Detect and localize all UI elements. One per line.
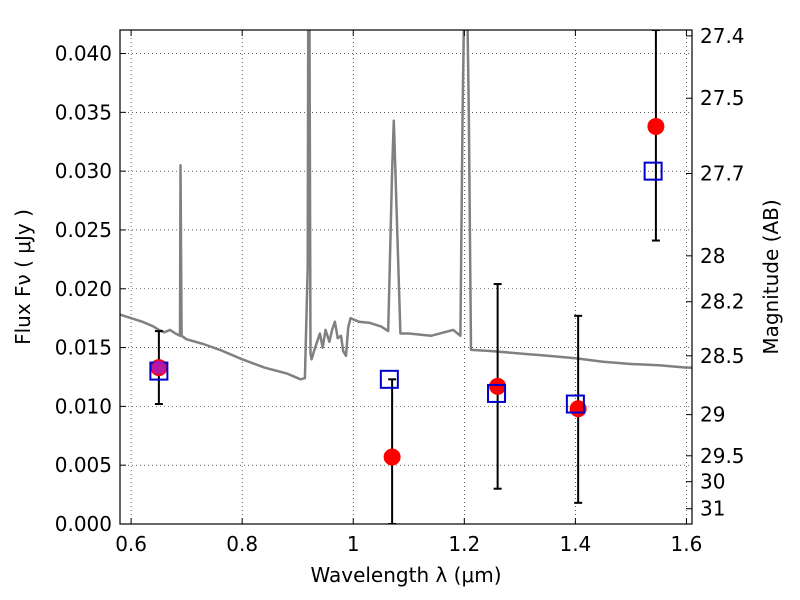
plot-clip-group: [120, 30, 692, 524]
y-tick-label: 0.025: [55, 218, 112, 242]
y-tick-label: 0.040: [55, 42, 112, 66]
model-flux-square: [487, 383, 507, 403]
y2-tick-label: 28: [700, 244, 725, 268]
overlap-point-tint: [151, 360, 166, 375]
y2-tick-label: 27.7: [700, 161, 745, 185]
y2-tick-label: 29: [700, 403, 725, 427]
y2-tick-label: 28.2: [700, 290, 745, 314]
plot-area: [120, 30, 692, 524]
x-axis-label: Wavelength λ (μm): [310, 563, 501, 587]
grid: [120, 30, 692, 525]
y2-tick-label: 27.4: [700, 24, 745, 48]
x-tick-label: 0.8: [226, 532, 258, 556]
y2-tick-label: 28.5: [700, 344, 745, 368]
y2-tick-label: 29.5: [700, 444, 745, 468]
model-flux-square: [565, 394, 585, 414]
y2-tick-label: 27.5: [700, 86, 745, 110]
x-tick-label: 1.4: [559, 532, 591, 556]
model-flux-square: [379, 369, 399, 389]
observed-flux-point: [489, 377, 507, 395]
y-tick-label: 0.035: [55, 100, 112, 124]
model-spectrum-line: [120, 30, 692, 381]
x-tick-label: 1: [347, 532, 360, 556]
plot-frame: [119, 29, 693, 525]
x-tick-label: 1.6: [671, 532, 703, 556]
y2-axis-label: Magnitude (AB): [759, 199, 783, 354]
y2-tick-label: 30: [700, 470, 725, 494]
x-tick-label: 0.6: [115, 532, 147, 556]
y-tick-label: 0.015: [55, 336, 112, 360]
observed-flux-point: [647, 117, 665, 135]
y-tick-label: 0.000: [55, 512, 112, 536]
y2-tick-label: 31: [700, 497, 725, 521]
y-tick-label: 0.005: [55, 453, 112, 477]
y-tick-label: 0.010: [55, 394, 112, 418]
y-axis-label: Flux Fν ( μJy ): [11, 209, 35, 345]
y-tick-label: 0.030: [55, 159, 112, 183]
x-axis-ticks: 0.6 0.8 1 1.2 1.4 1.6: [115, 30, 702, 556]
observed-flux-point: [383, 448, 401, 466]
y-axis-ticks: 0.000 0.005 0.010 0.015 0.020 0.025 0.030 0.035…: [55, 42, 126, 536]
model-flux-square: [643, 161, 663, 181]
x-tick-label: 1.2: [448, 532, 480, 556]
y2-axis-ticks: 27.4 27.5 27.7 28 28.2 28.5 29 29.530 31: [686, 24, 745, 521]
y-tick-label: 0.020: [55, 277, 112, 301]
